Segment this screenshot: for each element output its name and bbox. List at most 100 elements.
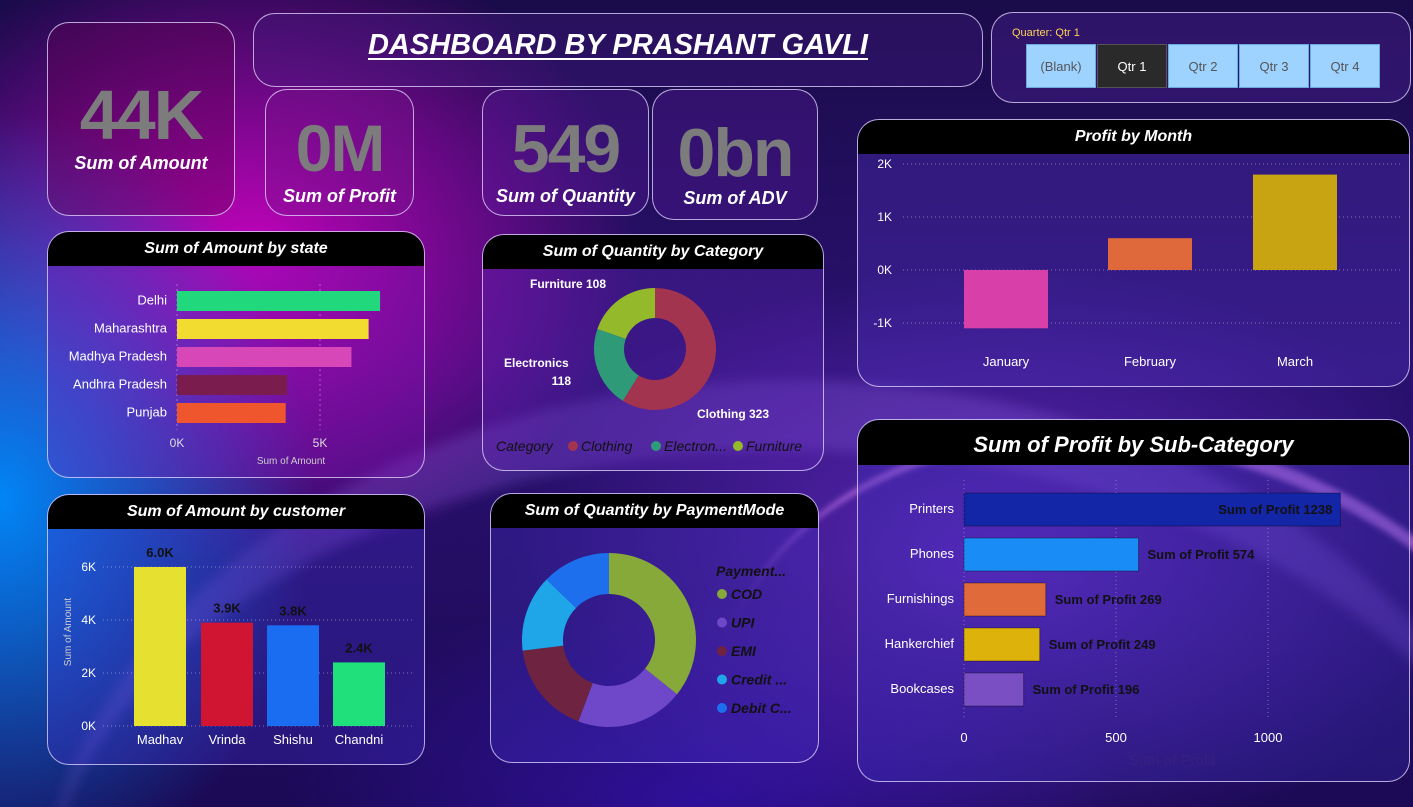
y-tick-label: 2K (81, 666, 96, 680)
x-tick-label: January (983, 354, 1030, 369)
category-donut-chart: Furniture 108 Electronics 118 Clothing 323 C… (496, 277, 802, 454)
donut-slice (622, 288, 716, 410)
slicer-title: Quarter: Qtr 1 (1012, 27, 1080, 39)
bar (1253, 174, 1337, 270)
data-label: Electronics (504, 356, 569, 370)
chart-title: Sum of Quantity by Category (483, 235, 823, 269)
bar (963, 537, 1139, 572)
kpi-profit-value: 0M (295, 111, 386, 185)
data-label: 3.8K (279, 603, 307, 618)
donut-slice (609, 553, 696, 695)
chart-card-state: Sum of Amount by state 0K 5K Delhi Maharash… (47, 231, 425, 478)
kpi-amount-value: 44K (79, 76, 204, 154)
chart-title: Sum of Profit by Sub-Category (858, 420, 1409, 465)
chart-card-category: Sum of Quantity by Category Furniture 10… (482, 234, 824, 471)
bar (134, 567, 186, 726)
state-bar-chart: 0K 5K Delhi Maharashtra Madhya Pradesh Andhra… (69, 284, 381, 467)
category-label: Delhi (137, 292, 167, 307)
chart-title: Sum of Amount by state (48, 232, 424, 266)
bar (177, 291, 381, 311)
legend-marker (651, 441, 661, 451)
category-label: Maharashtra (94, 320, 168, 335)
data-label: Sum of Profit 196 (1033, 682, 1140, 697)
legend-title: Category (496, 438, 554, 454)
x-tick-label: 1000 (1254, 730, 1283, 745)
bar (267, 625, 319, 726)
legend-label: Credit ... (731, 672, 787, 688)
bar (964, 270, 1048, 329)
donut-slice (522, 579, 576, 651)
category-label: Madhya Pradesh (69, 348, 167, 363)
x-axis-title: Sum of Amount (257, 456, 326, 467)
legend-label: Electron... (664, 438, 727, 454)
data-label: Sum of Profit 1238 (1218, 502, 1332, 517)
y-tick-label: -1K (873, 316, 892, 330)
x-tick-label: 0 (960, 730, 967, 745)
month-bar-chart: 2K 1K 0K -1K January February March (873, 157, 1403, 369)
donut-slice (597, 288, 655, 339)
slicer-option-qtr3[interactable]: Qtr 3 (1239, 44, 1309, 88)
legend-marker (733, 441, 743, 451)
y-tick-label: 2K (877, 157, 892, 171)
kpi-profit-label: Sum of Profit (283, 186, 396, 206)
bar (201, 622, 253, 726)
data-label: Furniture 108 (530, 277, 606, 291)
y-tick-label: 0K (877, 263, 892, 277)
chart-title: Profit by Month (858, 120, 1409, 154)
legend-marker (717, 703, 727, 713)
data-label: Sum of Profit 574 (1147, 547, 1255, 562)
x-tick-label: February (1124, 354, 1177, 369)
legend-label: UPI (731, 615, 755, 631)
slicer-option-qtr1[interactable]: Qtr 1 (1097, 44, 1167, 88)
bar (963, 672, 1025, 707)
chart-card-payment: Sum of Quantity by PaymentMode Payment..… (490, 493, 819, 763)
y-tick-label: 6K (81, 560, 96, 574)
data-label: 3.9K (213, 601, 241, 616)
kpi-card-profit: 0M Sum of Profit (265, 89, 414, 216)
kpi-quantity-label: Sum of Quantity (496, 186, 635, 206)
chart-card-month: Profit by Month 2K 1K 0K -1K January February… (857, 119, 1410, 387)
data-label: Sum of Profit 269 (1055, 592, 1162, 607)
slicer-option-blank[interactable]: (Blank) (1026, 44, 1096, 88)
bar (177, 319, 369, 339)
kpi-adv-label: Sum of ADV (683, 188, 787, 208)
slicer-option-qtr2[interactable]: Qtr 2 (1168, 44, 1238, 88)
kpi-amount-label: Sum of Amount (74, 153, 208, 173)
donut-slice (578, 668, 678, 727)
data-label: 6.0K (146, 545, 174, 560)
y-axis-title: Sum of Amount (63, 598, 74, 667)
legend-label: Clothing (581, 438, 633, 454)
x-tick-label: Chandni (335, 732, 384, 747)
legend-label: EMI (731, 643, 757, 659)
y-tick-label: 0K (81, 719, 96, 733)
x-axis-title: Sum of Profit (1129, 752, 1217, 769)
bar (333, 662, 385, 726)
x-tick-label: 5K (313, 436, 328, 450)
category-label: Printers (909, 501, 954, 516)
legend-marker (717, 617, 727, 628)
legend-label: COD (731, 586, 762, 602)
kpi-card-amount: 44K Sum of Amount (47, 22, 235, 216)
kpi-card-adv: 0bn Sum of ADV (652, 89, 818, 220)
slicer-option-qtr4[interactable]: Qtr 4 (1310, 44, 1380, 88)
kpi-card-quantity: 549 Sum of Quantity (482, 89, 649, 216)
category-label: Andhra Pradesh (73, 376, 167, 391)
legend-label: Debit C... (731, 700, 792, 716)
x-tick-label: March (1277, 354, 1313, 369)
dashboard-title: DASHBOARD BY PRASHANT GAVLI (367, 29, 868, 61)
data-label: 118 (552, 374, 572, 388)
legend-label: Furniture (746, 438, 802, 454)
bar (177, 375, 288, 395)
x-tick-label: Vrinda (208, 732, 246, 747)
legend-marker (568, 441, 578, 451)
y-tick-label: 4K (81, 613, 96, 627)
kpi-adv-value: 0bn (677, 115, 795, 191)
x-tick-label: Shishu (273, 732, 313, 747)
bar (963, 627, 1041, 662)
legend-marker (717, 646, 727, 656)
chart-card-customer: Sum of Amount by customer 0K 2K 4K 6K Sum of… (47, 494, 425, 765)
chart-card-subcategory: Sum of Profit by Sub-Category 0 500 1000 Pr… (857, 419, 1410, 782)
category-label: Punjab (127, 404, 167, 419)
donut-slice (522, 645, 593, 722)
customer-bar-chart: 0K 2K 4K 6K Sum of Amount 6.0K Madhav 3.9K Vrind… (63, 545, 413, 747)
